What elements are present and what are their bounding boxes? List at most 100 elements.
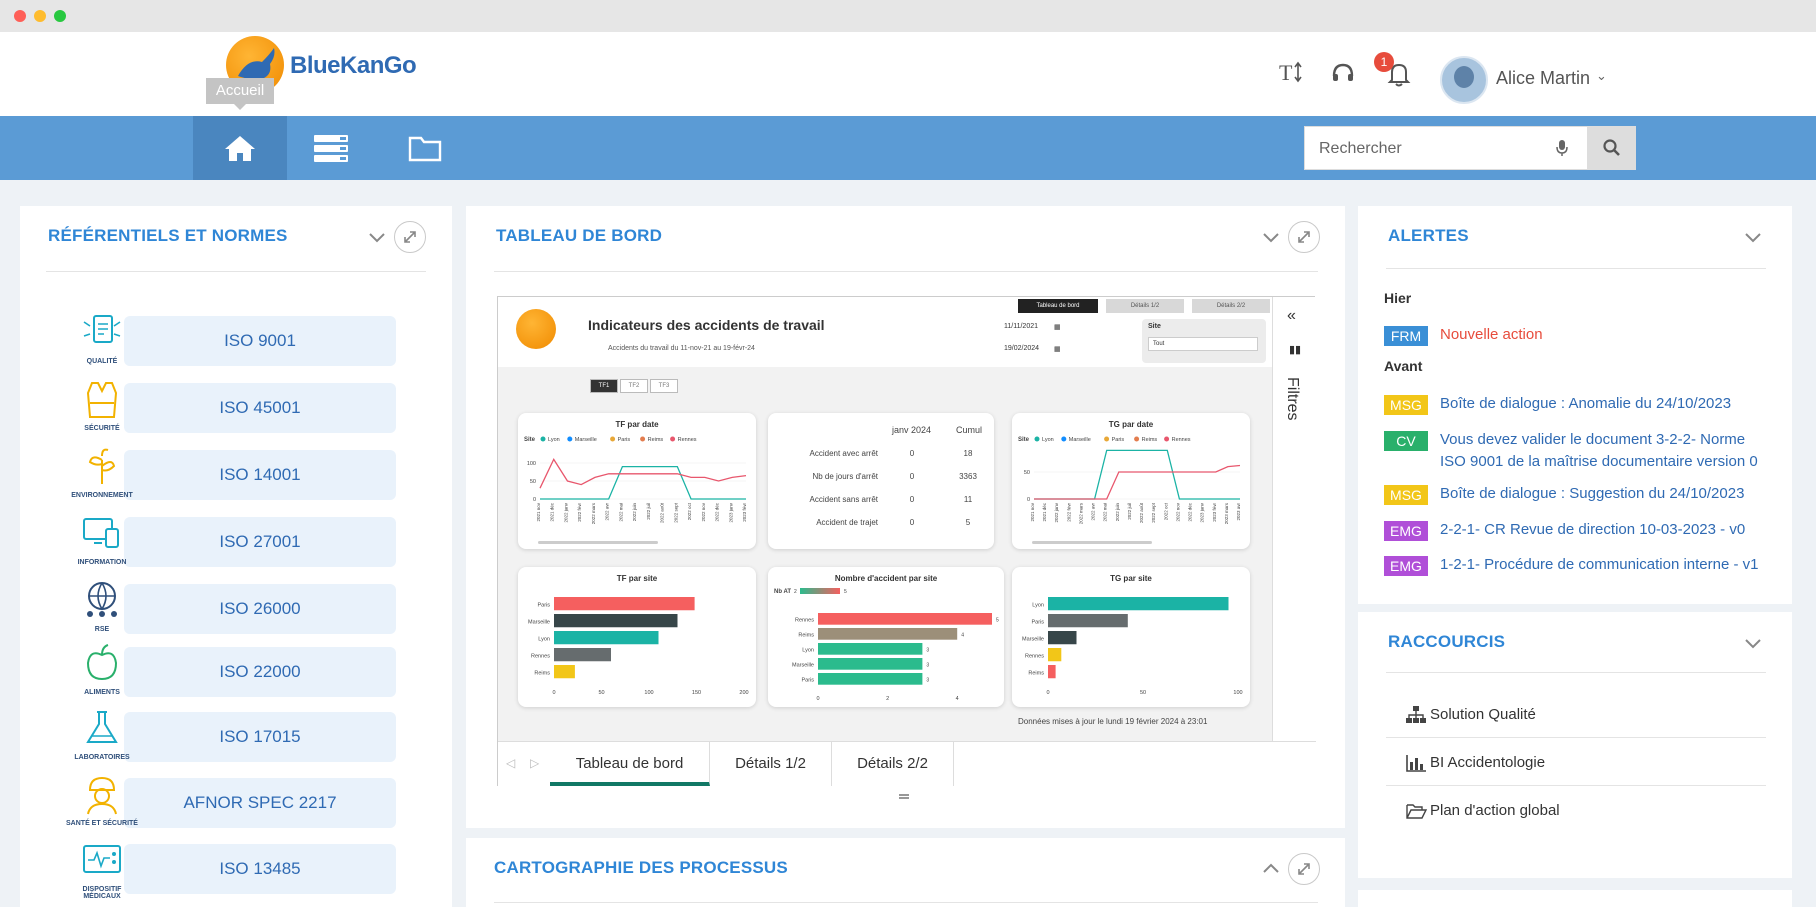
minimize-window-button[interactable]	[34, 10, 46, 22]
search-button[interactable]	[1588, 126, 1636, 170]
previous-page-icon[interactable]: ◁	[506, 756, 516, 770]
filters-pane[interactable]: « ▮▮ Filtres	[1272, 297, 1316, 741]
page-tab-details-1[interactable]: Détails 1/2	[710, 742, 832, 786]
collapse-filters-icon[interactable]: «	[1287, 307, 1296, 324]
x-tick-label: 2022 juil	[1127, 503, 1132, 520]
referentiel-button[interactable]	[124, 517, 396, 567]
expand-panel-button[interactable]	[1288, 853, 1320, 885]
report-tab-details-1[interactable]: Détails 1/2	[1106, 299, 1184, 313]
page-tab-details-2[interactable]: Détails 2/2	[832, 742, 954, 786]
referentiel-item[interactable]: ISO 45001 SÉCURITÉ	[70, 379, 398, 437]
shortcut-link[interactable]: Plan d'action global	[1386, 788, 1766, 834]
tf2-button[interactable]: TF2	[620, 379, 648, 393]
support-headset-icon[interactable]	[1330, 60, 1356, 93]
referentiel-label[interactable]: ISO 45001	[219, 398, 301, 417]
referentiel-label[interactable]: ISO 27001	[219, 532, 301, 551]
referentiel-item[interactable]: AFNOR SPEC 2217 SANTÉ ET SÉCURITÉ	[66, 774, 398, 832]
report-tab-tableau[interactable]: Tableau de bord	[1018, 299, 1098, 313]
nav-documents-button[interactable]	[378, 116, 472, 180]
shortcut-label[interactable]: Solution Qualité	[1430, 706, 1536, 723]
collapse-chevron-icon[interactable]	[1260, 226, 1282, 248]
y-tick-label: 100	[527, 461, 536, 467]
microphone-icon[interactable]	[1555, 139, 1569, 162]
referentiel-label[interactable]: ISO 14001	[219, 465, 301, 484]
referentiel-button[interactable]	[124, 712, 396, 762]
date-from[interactable]: 11/11/2021	[1004, 323, 1038, 330]
referentiel-button[interactable]	[124, 647, 396, 697]
alert-link[interactable]: 1-2-1- Procédure de communication intern…	[1440, 556, 1759, 573]
collapse-chevron-icon[interactable]	[366, 226, 388, 248]
referentiel-label[interactable]: ISO 17015	[219, 727, 301, 746]
user-avatar[interactable]	[1440, 56, 1488, 104]
text-size-icon[interactable]: T	[1278, 58, 1306, 93]
referentiel-item[interactable]: ISO 14001 ENVIRONNEMENT	[70, 446, 398, 504]
chart-title: TF par date	[615, 420, 659, 429]
next-page-icon[interactable]: ▷	[530, 756, 540, 770]
chart-scrollbar[interactable]	[538, 541, 658, 544]
referentiel-label[interactable]: ISO 13485	[219, 859, 301, 878]
report-page-tabs: ◁ ▷ Tableau de bord Détails 1/2 Détails …	[498, 741, 1316, 787]
alert-link-line2[interactable]: ISO 9001 de la maîtrise documentaire ver…	[1440, 453, 1758, 470]
referentiel-label[interactable]: ISO 22000	[219, 662, 301, 681]
alert-link[interactable]: Vous devez valider le document 3-2-2- No…	[1440, 431, 1746, 448]
shortcut-link[interactable]: Solution Qualité	[1386, 692, 1766, 738]
calendar-icon[interactable]: ▦	[1054, 346, 1061, 353]
update-timestamp: Données mises à jour le lundi 19 février…	[1018, 717, 1208, 726]
notifications-bell-icon[interactable]	[1386, 60, 1412, 95]
expand-chevron-up-icon[interactable]	[1260, 858, 1282, 880]
referentiel-item[interactable]: ISO 22000 ALIMENTS	[70, 643, 398, 701]
chart-scrollbar[interactable]	[1032, 541, 1152, 544]
report-tab-details-2[interactable]: Détails 2/2	[1192, 299, 1270, 313]
alert-link[interactable]: Boîte de dialogue : Anomalie du 24/10/20…	[1440, 395, 1732, 412]
category-label: Paris	[1031, 619, 1044, 625]
maximize-window-button[interactable]	[54, 10, 66, 22]
expand-panel-button[interactable]	[1288, 221, 1320, 253]
referentiel-item[interactable]: ISO 27001 INFORMATION	[70, 513, 398, 571]
referentiel-item[interactable]: ISO 17015 LABORATOIRES	[70, 708, 398, 766]
home-icon	[225, 136, 255, 161]
referentiel-item[interactable]: ISO 13485 DISPOSITIF MÉDICAUX	[70, 840, 398, 900]
x-tick-label: 2022 déc	[715, 502, 720, 521]
legend-label: Rennes	[1172, 437, 1191, 443]
chart-title: TG par site	[1110, 574, 1152, 583]
referentiel-button[interactable]	[124, 383, 396, 433]
alert-link[interactable]: 2-2-1- CR Revue de direction 10-03-2023 …	[1440, 521, 1746, 538]
calendar-icon[interactable]: ▦	[1054, 324, 1061, 331]
shortcut-label[interactable]: Plan d'action global	[1430, 802, 1560, 819]
search-input[interactable]	[1319, 137, 1539, 161]
page-tab-tableau-de-bord[interactable]: Tableau de bord	[550, 742, 710, 786]
referentiel-item[interactable]: ISO 9001 QUALITÉ	[70, 312, 398, 370]
resize-handle-icon[interactable]	[898, 788, 910, 799]
bluekango-logo[interactable]: BlueKanGo	[226, 36, 418, 96]
expand-panel-button[interactable]	[394, 221, 426, 253]
alert-link[interactable]: Nouvelle action	[1440, 326, 1543, 343]
shortcut-label[interactable]: BI Accidentologie	[1430, 754, 1546, 771]
x-tick-label: 150	[692, 690, 701, 696]
user-menu-chevron-icon[interactable]: ⌄	[1596, 68, 1607, 83]
referentiel-button[interactable]	[124, 584, 396, 634]
alert-type-badge: MSG	[1384, 485, 1428, 505]
referentiel-label[interactable]: ISO 26000	[219, 599, 301, 618]
flask-icon	[70, 708, 134, 766]
panel-divider	[494, 902, 1318, 903]
referentiel-label[interactable]: AFNOR SPEC 2217	[183, 793, 337, 812]
powerbi-report: Indicateurs des accidents de travail Acc…	[497, 296, 1316, 787]
site-select[interactable]: Tout	[1148, 337, 1258, 351]
referentiel-button[interactable]	[124, 778, 396, 828]
date-to[interactable]: 19/02/2024	[1004, 345, 1040, 352]
user-name[interactable]: Alice Martin	[1496, 68, 1591, 88]
alert-link[interactable]: Boîte de dialogue : Suggestion du 24/10/…	[1440, 485, 1745, 502]
referentiel-button[interactable]	[124, 844, 396, 894]
tf1-button[interactable]: TF1	[590, 379, 618, 393]
referentiel-button[interactable]	[124, 450, 396, 500]
nav-home-button[interactable]	[193, 116, 287, 180]
collapse-chevron-icon[interactable]	[1742, 226, 1764, 248]
referentiel-label[interactable]: ISO 9001	[224, 331, 296, 350]
close-window-button[interactable]	[14, 10, 26, 22]
referentiel-item[interactable]: ISO 26000 RSE	[70, 580, 398, 638]
collapse-chevron-icon[interactable]	[1742, 632, 1764, 654]
nav-list-button[interactable]	[284, 116, 378, 180]
tf3-button[interactable]: TF3	[650, 379, 678, 393]
referentiel-button[interactable]	[124, 316, 396, 366]
shortcut-link[interactable]: BI Accidentologie	[1386, 740, 1766, 786]
